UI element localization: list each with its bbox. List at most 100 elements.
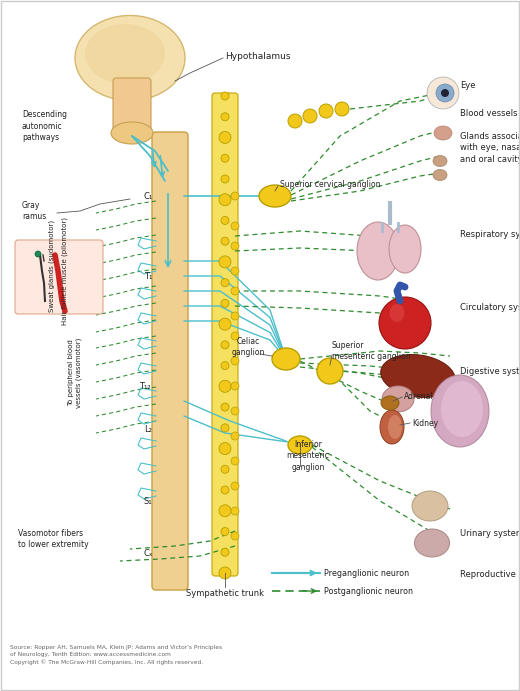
FancyBboxPatch shape xyxy=(152,132,188,590)
Ellipse shape xyxy=(382,386,414,412)
Circle shape xyxy=(231,432,239,440)
Text: T₁₂: T₁₂ xyxy=(139,381,151,390)
Circle shape xyxy=(221,175,229,183)
Ellipse shape xyxy=(85,24,165,84)
Circle shape xyxy=(231,222,239,230)
Text: To peripheral blood
vessels (vasomotor): To peripheral blood vessels (vasomotor) xyxy=(68,338,82,408)
Ellipse shape xyxy=(433,155,447,167)
Text: Kidney: Kidney xyxy=(412,419,438,428)
Text: Superior
mesenteric ganglion: Superior mesenteric ganglion xyxy=(332,341,411,361)
Circle shape xyxy=(231,287,239,295)
Circle shape xyxy=(231,332,239,340)
Circle shape xyxy=(221,465,229,473)
Circle shape xyxy=(221,278,229,287)
Ellipse shape xyxy=(381,396,399,410)
Circle shape xyxy=(231,312,239,320)
Text: Cₓ: Cₓ xyxy=(143,549,153,558)
FancyBboxPatch shape xyxy=(212,93,238,576)
Text: Respiratory system: Respiratory system xyxy=(460,230,520,240)
Text: Gray
ramus: Gray ramus xyxy=(22,201,46,221)
Text: S₁: S₁ xyxy=(144,497,152,506)
Circle shape xyxy=(221,403,229,411)
Circle shape xyxy=(221,341,229,349)
Text: Adrenal: Adrenal xyxy=(404,392,434,401)
Circle shape xyxy=(221,361,229,370)
Text: L₂: L₂ xyxy=(144,424,152,433)
Circle shape xyxy=(219,256,231,268)
Ellipse shape xyxy=(379,297,431,349)
Ellipse shape xyxy=(412,491,448,521)
Circle shape xyxy=(231,267,239,275)
Ellipse shape xyxy=(272,348,300,370)
Circle shape xyxy=(221,299,229,307)
Circle shape xyxy=(219,567,231,579)
Circle shape xyxy=(231,357,239,365)
Ellipse shape xyxy=(111,122,153,144)
Ellipse shape xyxy=(357,222,399,280)
Ellipse shape xyxy=(381,354,455,397)
Circle shape xyxy=(317,358,343,384)
Circle shape xyxy=(441,89,449,97)
Ellipse shape xyxy=(389,225,421,273)
Ellipse shape xyxy=(75,15,185,100)
Text: Vasomotor fibers
to lower extremity: Vasomotor fibers to lower extremity xyxy=(18,529,88,549)
Circle shape xyxy=(35,251,41,257)
Text: T₁: T₁ xyxy=(144,272,152,281)
FancyBboxPatch shape xyxy=(15,240,103,314)
Circle shape xyxy=(221,527,229,536)
Text: Descending
autonomic
pathways: Descending autonomic pathways xyxy=(22,111,67,142)
Text: Eye: Eye xyxy=(460,81,476,91)
Ellipse shape xyxy=(434,126,452,140)
Circle shape xyxy=(219,131,231,144)
Circle shape xyxy=(221,486,229,494)
Circle shape xyxy=(231,532,239,540)
Text: Hypothalamus: Hypothalamus xyxy=(225,52,291,61)
Text: Circulatory system: Circulatory system xyxy=(460,303,520,312)
Ellipse shape xyxy=(389,304,405,322)
Circle shape xyxy=(288,114,302,128)
Ellipse shape xyxy=(388,415,402,439)
Ellipse shape xyxy=(414,529,449,557)
Text: Celiac
ganglion: Celiac ganglion xyxy=(231,337,265,357)
Text: Postganglionic neuron: Postganglionic neuron xyxy=(324,587,413,596)
Ellipse shape xyxy=(259,185,291,207)
Text: Hair follicle muscle (pilomotor): Hair follicle muscle (pilomotor) xyxy=(62,217,68,325)
Circle shape xyxy=(231,382,239,390)
Circle shape xyxy=(221,548,229,556)
FancyBboxPatch shape xyxy=(113,78,151,139)
Text: Source: Ropper AH, Samuels MA, Klein JP: Adams and Victor's Principles
of Neurol: Source: Ropper AH, Samuels MA, Klein JP:… xyxy=(10,645,222,665)
Circle shape xyxy=(219,193,231,206)
Ellipse shape xyxy=(441,381,483,437)
Circle shape xyxy=(231,457,239,465)
Circle shape xyxy=(231,407,239,415)
Circle shape xyxy=(221,113,229,121)
Text: Urinary system: Urinary system xyxy=(460,529,520,538)
Circle shape xyxy=(221,92,229,100)
Ellipse shape xyxy=(288,436,312,454)
Circle shape xyxy=(427,77,459,109)
Circle shape xyxy=(231,482,239,490)
Text: Glands associated
with eye, nasal cavity,
and oral cavity: Glands associated with eye, nasal cavity… xyxy=(460,132,520,164)
Ellipse shape xyxy=(433,169,447,180)
Text: C₁: C₁ xyxy=(144,191,153,200)
Text: Sweat glands (sudomotor): Sweat glands (sudomotor) xyxy=(49,220,55,312)
Circle shape xyxy=(219,505,231,517)
Circle shape xyxy=(221,424,229,432)
Text: Superior cervical ganglion: Superior cervical ganglion xyxy=(280,180,381,189)
Ellipse shape xyxy=(380,410,404,444)
Text: Preganglionic neuron: Preganglionic neuron xyxy=(324,569,409,578)
Circle shape xyxy=(221,154,229,162)
Circle shape xyxy=(219,318,231,330)
Circle shape xyxy=(436,84,454,102)
Text: Digestive system: Digestive system xyxy=(460,367,520,377)
Circle shape xyxy=(231,242,239,250)
Text: Reproductive system: Reproductive system xyxy=(460,570,520,580)
Ellipse shape xyxy=(431,375,489,447)
Text: Inferior
mesenteric
ganglion: Inferior mesenteric ganglion xyxy=(287,440,330,471)
Circle shape xyxy=(219,442,231,455)
Circle shape xyxy=(319,104,333,118)
Circle shape xyxy=(219,380,231,392)
Circle shape xyxy=(231,192,239,200)
Circle shape xyxy=(221,216,229,225)
Text: Blood vessels of head: Blood vessels of head xyxy=(460,108,520,118)
